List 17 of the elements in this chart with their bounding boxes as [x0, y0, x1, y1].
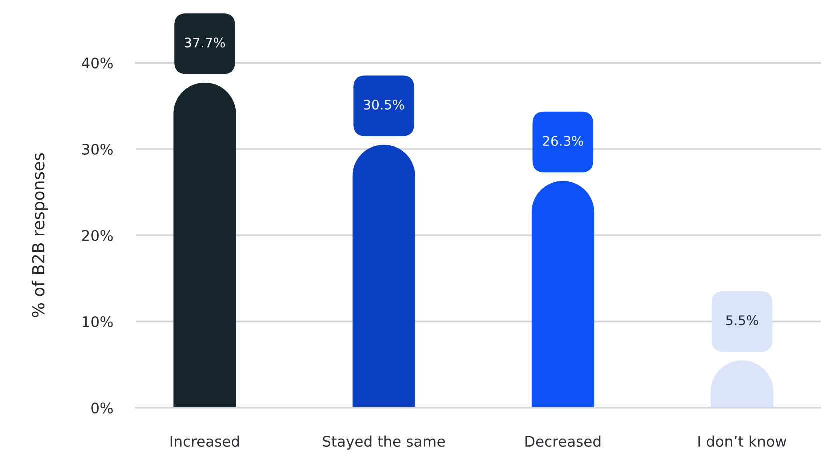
y-axis-title: % of B2B responses: [32, 153, 48, 318]
x-tick-label: I don’t know: [698, 436, 787, 448]
bar: [174, 82, 236, 408]
x-tick-label: Decreased: [526, 436, 601, 448]
y-tick-label: 20%: [82, 230, 113, 242]
bar: [352, 144, 416, 408]
data-label: 5.5%: [726, 316, 758, 326]
x-tick-label: Increased: [170, 436, 240, 448]
x-tick-label: Stayed the same: [323, 436, 446, 450]
y-tick-label: 0%: [92, 402, 113, 414]
data-label: 26.3%: [543, 136, 584, 146]
data-label: 30.5%: [364, 100, 404, 110]
bar: [532, 181, 594, 408]
data-label: 37.7%: [184, 38, 226, 48]
y-tick-label: 30%: [82, 144, 113, 155]
y-tick-label: 10%: [82, 316, 113, 328]
y-tick-label: 40%: [82, 58, 113, 69]
